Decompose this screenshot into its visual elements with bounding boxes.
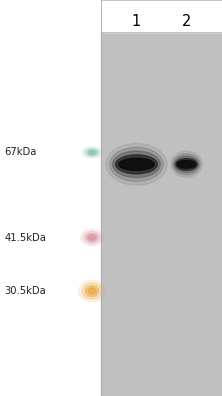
Ellipse shape bbox=[171, 151, 202, 177]
Ellipse shape bbox=[110, 147, 163, 181]
Ellipse shape bbox=[83, 231, 101, 244]
Ellipse shape bbox=[119, 158, 154, 171]
Ellipse shape bbox=[86, 233, 98, 242]
Ellipse shape bbox=[89, 235, 96, 240]
Ellipse shape bbox=[89, 151, 95, 154]
Ellipse shape bbox=[88, 288, 96, 294]
Ellipse shape bbox=[177, 160, 196, 168]
Text: 2: 2 bbox=[182, 14, 191, 29]
Bar bbox=[101, 32, 222, 396]
Text: 67kDa: 67kDa bbox=[4, 147, 37, 158]
Ellipse shape bbox=[85, 148, 99, 156]
Ellipse shape bbox=[116, 155, 157, 174]
Ellipse shape bbox=[174, 156, 199, 173]
Ellipse shape bbox=[79, 280, 105, 302]
Ellipse shape bbox=[82, 283, 102, 299]
Ellipse shape bbox=[85, 286, 99, 297]
Ellipse shape bbox=[176, 158, 197, 170]
Ellipse shape bbox=[81, 229, 104, 246]
Ellipse shape bbox=[173, 154, 200, 175]
Text: 1: 1 bbox=[132, 14, 141, 29]
Text: 41.5kDa: 41.5kDa bbox=[4, 232, 46, 243]
Ellipse shape bbox=[113, 151, 161, 178]
Text: 30.5kDa: 30.5kDa bbox=[4, 286, 46, 296]
Ellipse shape bbox=[82, 147, 102, 158]
Ellipse shape bbox=[87, 150, 97, 155]
Bar bbox=[101, 0, 222, 32]
Ellipse shape bbox=[106, 143, 167, 185]
